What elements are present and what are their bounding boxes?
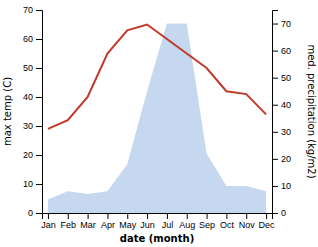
y2-tick: 0 [272, 208, 286, 218]
x-axis-line [43, 214, 273, 220]
y-tick: 60 [23, 34, 42, 44]
x-tick-mark [246, 213, 247, 219]
y-tick: 10 [23, 179, 42, 189]
x-tick-label: Nov [239, 220, 256, 230]
y2-tick: 20 [272, 154, 291, 164]
x-tick-mark [68, 213, 69, 219]
x-tick-mark [167, 213, 168, 219]
y2-tick-label: 40 [281, 100, 291, 110]
y-axis: 0 10 20 30 40 50 60 70 [23, 5, 43, 218]
y-axis-title: max temp (C) [2, 77, 13, 146]
y-tick-label: 50 [23, 63, 33, 73]
x-tick: Jan [41, 213, 56, 230]
y-tick: 40 [23, 92, 42, 102]
y-tick-label: 0 [28, 208, 33, 218]
x-tick-label: Feb [61, 220, 77, 230]
y2-tick-mark [272, 105, 278, 106]
x-tick-mark [266, 213, 267, 219]
y-tick-mark [36, 68, 42, 69]
x-tick-label: Sep [199, 220, 215, 230]
x-tick-label: Mar [80, 220, 96, 230]
x-tick-mark [127, 213, 128, 219]
x-tick-mark [226, 213, 227, 219]
temperature-line [48, 25, 266, 129]
y2-tick-label: 20 [281, 154, 291, 164]
x-tick-label: Dec [259, 220, 276, 230]
y2-axis-line [273, 11, 279, 214]
precipitation-area [48, 24, 266, 213]
y2-tick: 50 [272, 73, 291, 83]
y-tick: 70 [23, 5, 42, 15]
y-tick-mark [36, 155, 42, 156]
x-axis: Jan FebMar Apr MayJun Jul Aug Sep Oct NovDec [41, 213, 275, 230]
x-tick: Feb [61, 213, 77, 230]
y-tick-label: 70 [23, 5, 33, 15]
y2-tick: 70 [272, 19, 291, 29]
y2-tick-mark [272, 78, 278, 79]
y-tick-label: 20 [23, 150, 33, 160]
y2-tick-mark [272, 132, 278, 133]
x-tick: Aug [179, 213, 195, 230]
plot-area [48, 24, 266, 213]
y2-tick-label: 10 [281, 181, 291, 191]
y-tick-mark [36, 184, 42, 185]
x-tick: Sep [199, 213, 215, 230]
y2-tick-label: 50 [281, 73, 291, 83]
y-tick: 50 [23, 63, 42, 73]
y-tick-label: 30 [23, 121, 33, 131]
y2-tick-mark [272, 186, 278, 187]
x-tick: Oct [220, 213, 235, 230]
y-tick-mark [36, 10, 42, 11]
x-tick-mark [88, 213, 89, 219]
y-tick-mark [36, 97, 42, 98]
x-tick-mark [207, 213, 208, 219]
y2-tick: 10 [272, 181, 291, 191]
x-tick: Jul [162, 213, 174, 230]
x-tick-label: Oct [220, 220, 235, 230]
x-tick: Apr [101, 213, 115, 230]
y2-axis: 0 10 20 30 40 50 60 70 [272, 11, 291, 219]
y2-axis-title: med. precipitation (kg/m2) [306, 44, 317, 178]
x-tick-label: May [119, 220, 137, 230]
y-tick-label: 60 [23, 34, 33, 44]
y2-tick-mark [272, 51, 278, 52]
y-axis-line [36, 11, 43, 214]
y2-tick-mark [272, 24, 278, 25]
x-tick-mark [147, 213, 148, 219]
x-tick-mark [187, 213, 188, 219]
x-tick-mark [107, 213, 108, 219]
y2-tick-mark [272, 213, 278, 214]
chart: Jan FebMar Apr MayJun Jul Aug Sep Oct NovDec 0 10 2… [0, 0, 318, 247]
y2-tick-label: 30 [281, 127, 291, 137]
x-tick-label: Aug [179, 220, 195, 230]
x-tick-label: Jul [162, 220, 174, 230]
y2-tick: 30 [272, 127, 291, 137]
x-tick-label: Jan [41, 220, 56, 230]
y-tick-label: 10 [23, 179, 33, 189]
x-tick: Dec [259, 213, 276, 230]
x-tick-label: Jun [140, 220, 155, 230]
y-tick-mark [36, 39, 42, 40]
y2-tick-mark [272, 159, 278, 160]
y-tick: 0 [28, 208, 42, 218]
x-tick-label: Apr [101, 220, 115, 230]
y2-tick-label: 70 [281, 19, 291, 29]
x-tick: Jun [140, 213, 155, 230]
y2-tick: 60 [272, 46, 291, 56]
y-tick-label: 40 [23, 92, 33, 102]
y2-tick-label: 0 [281, 208, 286, 218]
x-tick: Nov [239, 213, 256, 230]
y2-tick: 40 [272, 100, 291, 110]
x-tick: Mar [80, 213, 96, 230]
y-tick-mark [36, 213, 42, 214]
y-tick: 20 [23, 150, 42, 160]
x-tick: May [119, 213, 137, 230]
y-tick-mark [36, 126, 42, 127]
x-tick-mark [48, 213, 49, 219]
y2-tick-label: 60 [281, 46, 291, 56]
y-tick: 30 [23, 121, 42, 131]
x-axis-title: date (month) [120, 233, 194, 244]
